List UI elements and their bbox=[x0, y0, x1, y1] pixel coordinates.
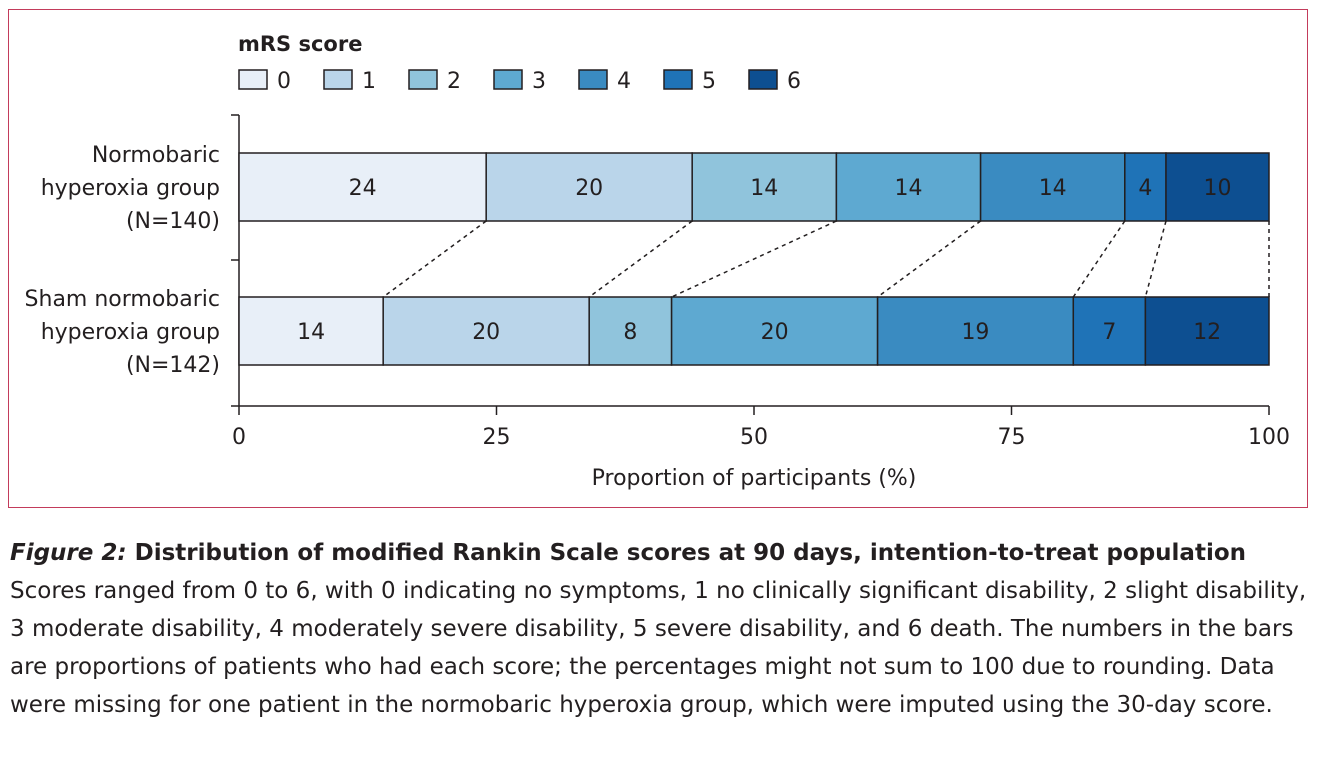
x-tick-label-0: 0 bbox=[232, 425, 246, 450]
legend-label-6: 6 bbox=[787, 69, 801, 94]
legend-swatch-4 bbox=[578, 69, 608, 90]
bar-segment-g1-mrs2 bbox=[691, 152, 838, 222]
legend-label-4: 4 bbox=[617, 69, 631, 94]
x-tick-label-50: 50 bbox=[740, 425, 768, 450]
data-label-g1-mrs4: 14 bbox=[1039, 176, 1067, 201]
connector-line-5 bbox=[1144, 220, 1167, 298]
x-tick-label-100: 100 bbox=[1248, 425, 1290, 450]
data-label-g2-mrs4: 19 bbox=[961, 320, 989, 345]
legend-swatch-5 bbox=[663, 69, 693, 90]
data-label-g1-mrs2: 14 bbox=[750, 176, 778, 201]
caption-label: Figure 2: bbox=[10, 540, 127, 566]
group-label-g2-line2: hyperoxia group bbox=[41, 320, 220, 345]
legend-title: mRS score bbox=[238, 32, 362, 56]
x-tick-label-75: 75 bbox=[998, 425, 1026, 450]
connector-line-3 bbox=[877, 220, 982, 298]
group-label-g1-line1: Normobaric bbox=[92, 143, 220, 168]
x-axis-label: Proportion of participants (%) bbox=[592, 466, 917, 491]
bar-segment-g1-mrs0 bbox=[238, 152, 487, 222]
caption-body: Scores ranged from 0 to 6, with 0 indica… bbox=[10, 578, 1307, 718]
data-label-g1-mrs0: 24 bbox=[349, 176, 377, 201]
data-label-g1-mrs6: 10 bbox=[1204, 176, 1232, 201]
data-label-g2-mrs3: 20 bbox=[761, 320, 789, 345]
data-label-g2-mrs0: 14 bbox=[297, 320, 325, 345]
legend-swatch-3 bbox=[493, 69, 523, 90]
group-label-g2-line1: Sham normobaric bbox=[25, 287, 220, 312]
bar-segment-g1-mrs1 bbox=[485, 152, 693, 222]
legend-label-2: 2 bbox=[447, 69, 461, 94]
caption-title-text: Distribution of modified Rankin Scale sc… bbox=[126, 540, 1247, 566]
connector-line-2 bbox=[671, 220, 837, 298]
data-label-g2-mrs5: 7 bbox=[1102, 320, 1116, 345]
legend-label-1: 1 bbox=[362, 69, 376, 94]
group-label-g1-line2: hyperoxia group bbox=[41, 176, 220, 201]
legend-swatch-6 bbox=[748, 69, 778, 90]
bar-segment-g1-mrs3 bbox=[835, 152, 982, 222]
bar-segment-g2-mrs3 bbox=[670, 296, 879, 366]
legend-label-0: 0 bbox=[277, 69, 291, 94]
group-label-g1-line3: (N=140) bbox=[126, 209, 220, 234]
connector-line-1 bbox=[588, 220, 693, 298]
bar-segment-g2-mrs4 bbox=[876, 296, 1075, 366]
bar-segment-g1-mrs5 bbox=[1124, 152, 1167, 222]
figure-panel: mRS score 0 1 2 3 4 5 6 24 20 14 14 14 4 10 Normobaric h… bbox=[8, 9, 1308, 508]
caption-title: Figure 2: Distribution of modified Ranki… bbox=[10, 540, 1246, 566]
data-label-g2-mrs6: 12 bbox=[1193, 320, 1221, 345]
x-tick-label-25: 25 bbox=[483, 425, 511, 450]
bar-segment-g1-mrs4 bbox=[979, 152, 1126, 222]
bar-segment-g2-mrs6 bbox=[1144, 296, 1270, 366]
data-label-g1-mrs1: 20 bbox=[575, 176, 603, 201]
connector-line-0 bbox=[382, 220, 487, 298]
data-label-g2-mrs1: 20 bbox=[472, 320, 500, 345]
bar-segment-g1-mrs6 bbox=[1165, 152, 1270, 222]
legend-swatch-1 bbox=[323, 69, 353, 90]
figure-caption: Figure 2: Distribution of modified Ranki… bbox=[10, 534, 1314, 724]
group-label-g2-line3: (N=142) bbox=[126, 353, 220, 378]
bar-segment-g2-mrs1 bbox=[382, 296, 590, 366]
legend-swatch-0 bbox=[238, 69, 268, 90]
legend-label-3: 3 bbox=[532, 69, 546, 94]
bar-segment-g2-mrs2 bbox=[588, 296, 673, 366]
bar-segment-g2-mrs5 bbox=[1072, 296, 1147, 366]
legend-label-5: 5 bbox=[702, 69, 716, 94]
data-label-g1-mrs5: 4 bbox=[1138, 176, 1152, 201]
data-label-g2-mrs2: 8 bbox=[623, 320, 637, 345]
legend-swatch-2 bbox=[408, 69, 438, 90]
data-label-g1-mrs3: 14 bbox=[895, 176, 923, 201]
connector-line-4 bbox=[1072, 220, 1126, 298]
